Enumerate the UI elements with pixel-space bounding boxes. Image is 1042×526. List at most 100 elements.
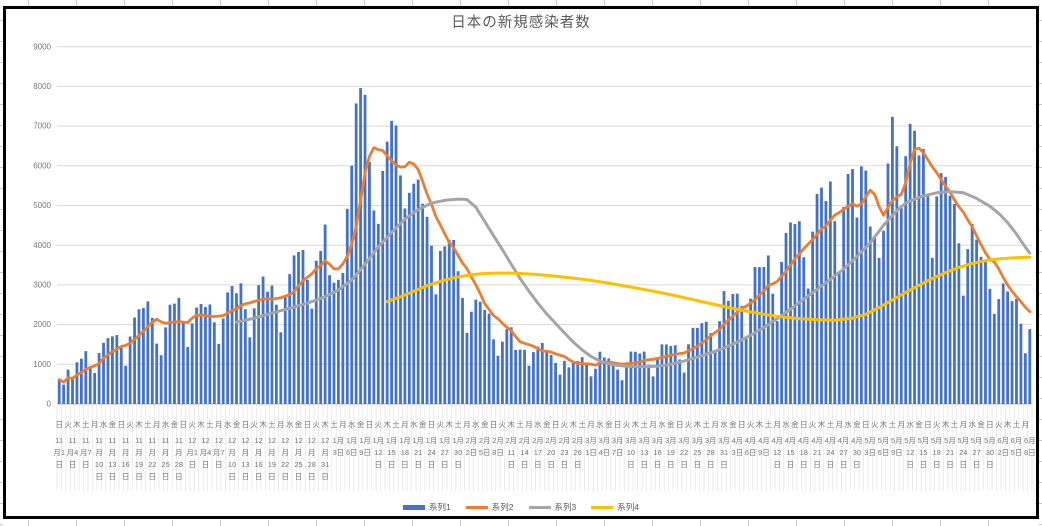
svg-text:日: 日 xyxy=(720,460,728,469)
svg-text:11: 11 xyxy=(507,448,515,457)
svg-text:木: 木 xyxy=(445,419,453,429)
svg-text:火: 火 xyxy=(685,420,693,429)
line-series2[interactable] xyxy=(57,146,1032,384)
svg-text:土: 土 xyxy=(330,419,338,429)
svg-text:木: 木 xyxy=(694,419,702,429)
legend-item-series2[interactable]: 系列2 xyxy=(465,501,514,513)
svg-text:18: 18 xyxy=(933,448,941,457)
line-series4[interactable] xyxy=(385,255,1032,322)
svg-text:30: 30 xyxy=(853,448,861,457)
svg-text:水: 水 xyxy=(472,419,480,429)
svg-text:9日: 9日 xyxy=(758,448,770,457)
svg-text:28: 28 xyxy=(707,448,715,457)
svg-text:11: 11 xyxy=(82,436,90,445)
svg-text:木: 木 xyxy=(383,419,391,429)
svg-text:2月: 2月 xyxy=(545,436,557,445)
svg-text:木: 木 xyxy=(508,419,516,429)
svg-text:金: 金 xyxy=(357,419,365,429)
svg-text:17: 17 xyxy=(534,448,542,457)
svg-text:4月: 4月 xyxy=(745,436,757,445)
svg-text:月7: 月7 xyxy=(80,448,92,457)
svg-text:月: 月 xyxy=(91,420,99,429)
svg-text:20: 20 xyxy=(547,448,555,457)
svg-text:水: 水 xyxy=(100,419,108,429)
svg-text:11: 11 xyxy=(95,436,103,445)
svg-text:12: 12 xyxy=(254,436,262,445)
svg-text:月: 月 xyxy=(281,448,289,457)
svg-text:日: 日 xyxy=(490,420,498,429)
legend-item-series1[interactable]: 系列1 xyxy=(403,501,451,513)
svg-text:金: 金 xyxy=(109,419,117,429)
svg-text:12: 12 xyxy=(215,436,223,445)
svg-text:月: 月 xyxy=(255,448,263,457)
svg-text:日: 日 xyxy=(521,460,529,469)
svg-text:26: 26 xyxy=(574,448,582,457)
svg-text:月: 月 xyxy=(149,448,157,457)
svg-text:25: 25 xyxy=(693,448,701,457)
svg-text:金: 金 xyxy=(853,419,861,429)
svg-text:12: 12 xyxy=(188,436,196,445)
svg-text:5月: 5月 xyxy=(878,436,890,445)
chart-title: 日本の新規感染者数 xyxy=(451,15,591,31)
svg-text:9000: 9000 xyxy=(33,42,51,51)
svg-text:5月: 5月 xyxy=(891,436,903,445)
svg-text:土: 土 xyxy=(578,419,586,429)
svg-text:日: 日 xyxy=(933,460,941,469)
svg-text:木: 木 xyxy=(135,419,143,429)
line-series3[interactable] xyxy=(235,190,1032,369)
svg-text:金: 金 xyxy=(171,419,179,429)
legend-item-series4[interactable]: 系列4 xyxy=(591,501,639,513)
svg-text:日: 日 xyxy=(534,460,542,469)
svg-text:日: 日 xyxy=(986,460,994,469)
series4-line-swatch xyxy=(591,505,614,509)
svg-text:3日: 3日 xyxy=(864,448,876,457)
svg-text:日: 日 xyxy=(228,472,236,481)
svg-text:金: 金 xyxy=(791,419,799,429)
svg-text:日: 日 xyxy=(680,460,688,469)
x-axis-weekday-labels: 日火木土月水金日火木土月水金日火木土月水金日火木土月水金日火木土月水金日火木土月… xyxy=(55,419,1029,429)
svg-text:3月: 3月 xyxy=(612,436,624,445)
svg-text:12: 12 xyxy=(294,436,302,445)
svg-text:2月: 2月 xyxy=(532,436,544,445)
svg-text:月: 月 xyxy=(295,448,303,457)
svg-text:金: 金 xyxy=(729,419,737,429)
svg-text:日: 日 xyxy=(800,420,808,429)
svg-text:土: 土 xyxy=(827,419,835,429)
svg-text:8000: 8000 xyxy=(33,82,51,91)
svg-text:月: 月 xyxy=(122,448,130,457)
x-axis-date-labels: 11月1日11月4日11月7日11月10日11月13日11月16日11月19日1… xyxy=(53,436,1035,481)
svg-text:日: 日 xyxy=(95,472,103,481)
svg-text:月: 月 xyxy=(835,420,843,429)
svg-text:13: 13 xyxy=(640,448,648,457)
svg-text:火: 火 xyxy=(809,420,817,429)
svg-text:3月: 3月 xyxy=(638,436,650,445)
svg-text:28: 28 xyxy=(308,460,316,469)
svg-text:金: 金 xyxy=(667,419,675,429)
svg-text:11: 11 xyxy=(148,436,156,445)
svg-text:日: 日 xyxy=(281,472,289,481)
svg-text:5日: 5日 xyxy=(1011,448,1023,457)
svg-text:5000: 5000 xyxy=(33,201,51,210)
svg-text:5月: 5月 xyxy=(918,436,930,445)
svg-text:12: 12 xyxy=(374,448,382,457)
x-axis-ticks xyxy=(56,404,1033,491)
svg-text:16: 16 xyxy=(122,460,130,469)
svg-text:日: 日 xyxy=(441,460,449,469)
svg-text:1000: 1000 xyxy=(33,360,51,369)
svg-text:14: 14 xyxy=(520,448,528,457)
svg-text:30: 30 xyxy=(986,448,994,457)
svg-text:火: 火 xyxy=(995,420,1003,429)
svg-text:6日: 6日 xyxy=(346,448,358,457)
svg-text:6000: 6000 xyxy=(33,161,51,170)
svg-text:水: 水 xyxy=(782,419,790,429)
svg-text:火: 火 xyxy=(561,420,569,429)
svg-text:0: 0 xyxy=(47,400,52,409)
svg-text:土: 土 xyxy=(392,419,400,429)
legend-item-series3[interactable]: 系列3 xyxy=(528,501,576,513)
svg-text:日: 日 xyxy=(853,460,861,469)
svg-text:日: 日 xyxy=(242,472,250,481)
svg-text:22: 22 xyxy=(680,448,688,457)
svg-text:火: 火 xyxy=(375,420,383,429)
bars-series1[interactable] xyxy=(57,88,1032,405)
